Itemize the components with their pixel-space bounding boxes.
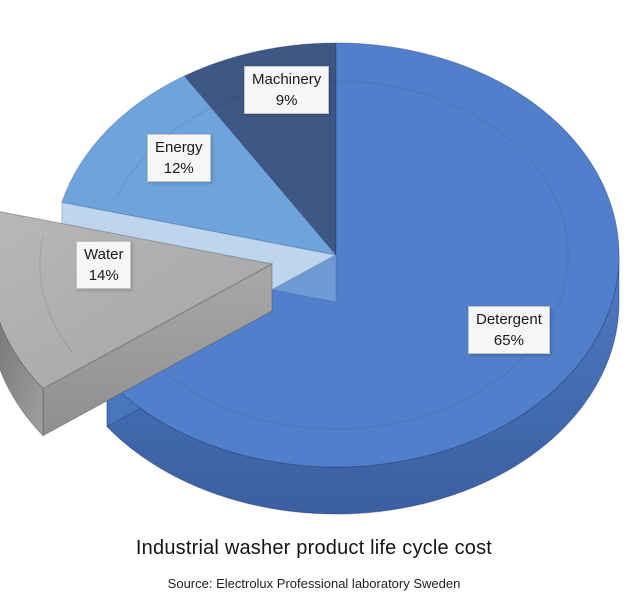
pie-slice-water-top <box>0 211 274 390</box>
slice-percent: 65% <box>493 332 524 349</box>
pie-water-bevel-arc <box>39 235 74 355</box>
slice-name: Machinery <box>252 71 322 88</box>
chart-title: Industrial washer product life cycle cos… <box>135 537 493 559</box>
slice-label-water: Water 14% <box>76 241 132 289</box>
slice-name: Detergent <box>476 311 542 328</box>
slice-label-detergent: Detergent 65% <box>468 306 550 354</box>
slice-label-energy: Energy 12% <box>147 134 211 182</box>
slice-percent: 14% <box>88 267 119 284</box>
pie-slice-detergent-top <box>106 42 620 468</box>
chart-source: Source: Electrolux Professional laborato… <box>167 576 461 591</box>
pie-chart-canvas <box>0 42 620 515</box>
slice-name: Energy <box>155 139 203 156</box>
slice-percent: 12% <box>163 160 194 177</box>
slice-label-machinery: Machinery 9% <box>244 66 330 114</box>
slice-name: Water <box>84 246 124 263</box>
slice-percent: 9% <box>275 92 298 109</box>
